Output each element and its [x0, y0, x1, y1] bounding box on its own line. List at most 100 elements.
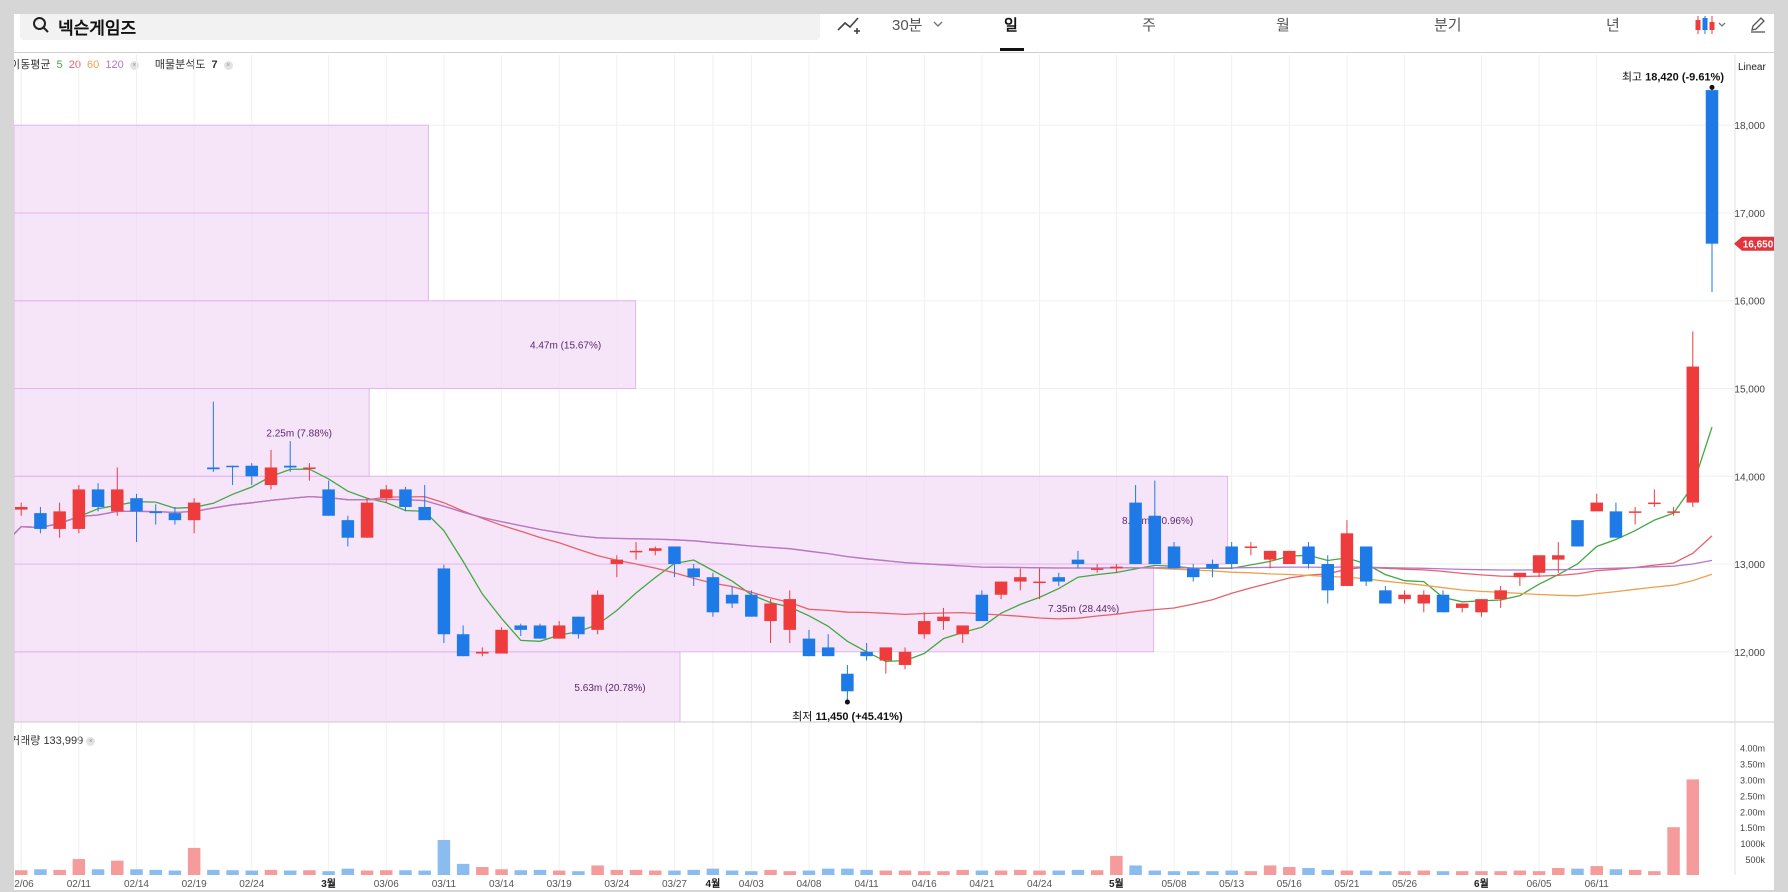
volume-profile-label: 4.47m (15.67%)	[530, 341, 601, 352]
draw-trendline-icon[interactable]	[836, 14, 862, 36]
candle-body	[898, 651, 912, 665]
volume-bar	[1475, 871, 1488, 875]
volume-bar	[1379, 871, 1392, 875]
volume-bar	[207, 869, 220, 875]
tab-week[interactable]: 주	[1142, 17, 1156, 34]
candle-body	[437, 568, 451, 635]
volume-bar	[649, 870, 662, 875]
remove-ma-icon[interactable]: ×	[129, 60, 139, 70]
volume-bar	[1436, 871, 1450, 875]
x-tick-label: 05/16	[1277, 879, 1302, 890]
volume-bar	[879, 870, 893, 875]
pencil-icon[interactable]	[1749, 15, 1767, 33]
volume-bar	[495, 869, 508, 875]
volume-bar	[1302, 867, 1315, 875]
volume-bar	[687, 869, 700, 875]
volume-legend: 거래량 133,999 ×	[10, 732, 96, 748]
candle-body	[283, 465, 297, 468]
candle-body	[14, 506, 28, 510]
indicator-legend: 이동평균 5 20 60 120 × 매물분석도 7 ×	[10, 56, 236, 72]
candle-body	[821, 647, 835, 657]
volume-bar	[898, 870, 912, 875]
candle-body	[514, 625, 528, 630]
candle-body	[1186, 568, 1200, 578]
y-tick-label: 17,000	[1734, 209, 1765, 220]
tab-year[interactable]: 년	[1606, 17, 1620, 34]
candle-body	[1321, 564, 1334, 591]
volume-bar	[706, 868, 720, 875]
y-tick-label: 12,000	[1734, 648, 1765, 659]
volume-profile-bar	[13, 124, 429, 214]
volume-profile-bar	[13, 563, 1155, 653]
ma-label: 이동평균	[10, 59, 51, 71]
volume-bar	[1648, 871, 1661, 875]
x-tick-label: 02/06	[9, 879, 34, 890]
volume-bar	[303, 870, 316, 875]
candle-body	[1033, 581, 1046, 584]
candle-body	[53, 511, 66, 529]
ma120-line	[1, 495, 1713, 571]
high-pct: (-9.61%)	[1682, 71, 1725, 83]
candle-body	[1129, 502, 1142, 565]
volume-bar	[764, 869, 777, 875]
candle-body	[1667, 511, 1680, 513]
candle-body	[975, 594, 989, 622]
active-tab-indicator	[1000, 48, 1024, 51]
remove-vp-icon[interactable]: ×	[223, 60, 233, 70]
volume-bar	[572, 871, 585, 875]
x-tick-label: 3월	[321, 878, 336, 890]
candle-body	[1513, 572, 1527, 578]
candle-body	[399, 489, 412, 507]
tab-quarter[interactable]: 분기	[1434, 17, 1462, 34]
volume-bar	[1186, 871, 1200, 875]
y-tick-label: 16,000	[1734, 297, 1765, 308]
candle-body	[1071, 559, 1085, 565]
candle-body	[0, 528, 9, 547]
candle-body	[1167, 546, 1181, 569]
stock-search-box[interactable]: 넥슨게임즈	[20, 10, 820, 40]
volume-profile-label: 5.63m (20.78%)	[574, 683, 645, 694]
candle-body	[1455, 603, 1469, 608]
candle-body	[168, 513, 182, 521]
x-tick-label: 03/19	[547, 879, 572, 890]
volume-tick-label: 1000k	[1740, 839, 1765, 849]
candle-body	[1052, 577, 1065, 582]
volume-tick-label: 2.00m	[1740, 807, 1765, 817]
candle-body	[1590, 502, 1603, 512]
volume-bar	[1340, 870, 1354, 875]
volume-bar	[1263, 865, 1277, 875]
candle-body	[1532, 555, 1546, 573]
low-value: 11,450	[815, 711, 851, 723]
candle-body	[802, 638, 816, 657]
volume-bar	[34, 869, 47, 875]
volume-bar	[168, 870, 182, 875]
candle-body	[1090, 568, 1104, 570]
volume-bar	[1667, 827, 1680, 875]
candle-body	[1475, 599, 1488, 613]
low-marker	[844, 699, 850, 705]
tab-month[interactable]: 월	[1276, 17, 1290, 34]
candle-body	[1263, 550, 1277, 560]
volume-bar	[1244, 871, 1258, 875]
scale-mode-label[interactable]: Linear	[1738, 62, 1766, 73]
volume-profile-bar	[13, 300, 637, 390]
ma120-label: 120	[105, 59, 124, 71]
candlestick-type-icon[interactable]	[1694, 14, 1728, 36]
candle-body	[1225, 546, 1238, 565]
volume-bar	[591, 865, 604, 875]
candle-body	[303, 467, 316, 469]
x-tick-label: 03/14	[489, 879, 514, 890]
volume-bar	[1110, 855, 1123, 875]
candle-body	[476, 651, 489, 654]
candle-body	[1705, 90, 1719, 244]
remove-volume-icon[interactable]: ×	[86, 736, 96, 746]
volume-bar	[1417, 870, 1431, 875]
candle-body	[994, 581, 1008, 595]
tab-day[interactable]: 일	[1004, 17, 1018, 34]
interval-selector[interactable]: 30분	[892, 17, 923, 34]
candle-body	[1398, 594, 1411, 600]
volume-bar	[1552, 867, 1565, 875]
candle-body	[360, 502, 374, 538]
chevron-down-icon[interactable]	[933, 20, 943, 28]
